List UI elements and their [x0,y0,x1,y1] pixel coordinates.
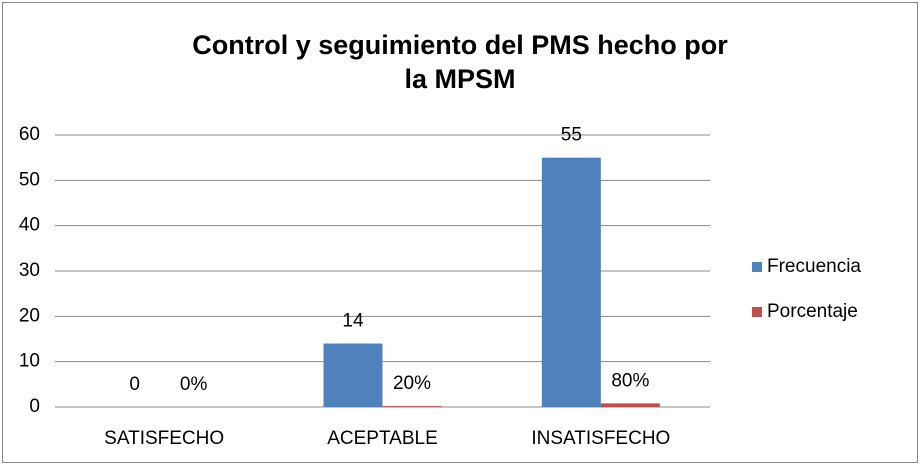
x-tick-label: INSATISFECHO [531,428,670,449]
y-tick-label: 10 [19,351,40,372]
y-tick-label: 30 [19,260,40,281]
y-tick-label: 60 [19,124,40,145]
y-tick-label: 40 [19,215,40,236]
data-label: 0 [129,374,140,395]
bar [541,157,601,407]
chart-title: Control y seguimiento del PMS hecho por … [192,30,728,94]
y-tick-label: 50 [19,169,40,190]
data-label: 55 [561,125,582,146]
x-tick-label: SATISFECHO [104,428,224,449]
legend-label: Frecuencia [767,256,861,277]
bar [600,403,660,407]
bar [382,406,442,407]
legend-swatch [752,262,762,272]
bar [323,343,383,407]
data-label: 0% [180,374,208,395]
y-tick-label: 20 [19,305,40,326]
data-label: 80% [611,370,649,391]
data-label: 20% [393,373,431,394]
data-label: 14 [342,311,364,332]
legend-label: Porcentaje [767,301,858,322]
legend-swatch [752,307,762,317]
y-tick-label: 0 [29,396,40,417]
x-tick-label: ACEPTABLE [327,428,438,449]
